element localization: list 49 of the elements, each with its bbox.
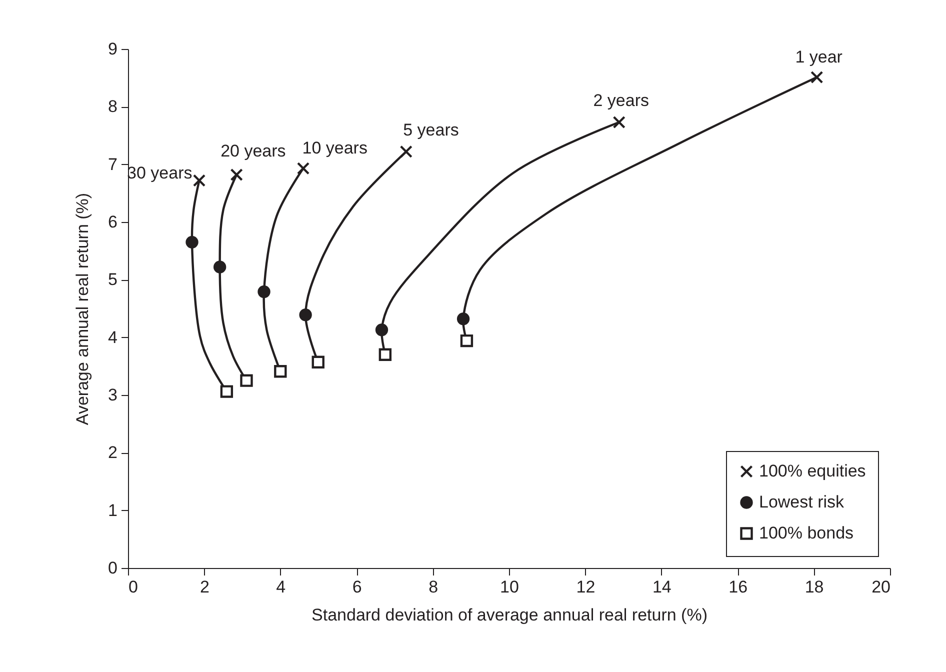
- x-tick-label: 0: [128, 578, 138, 596]
- legend-label: 100% bonds: [759, 524, 854, 542]
- x-tick-label: 10: [500, 578, 519, 596]
- y-tick-label: 6: [108, 212, 118, 232]
- y-tick-label: 4: [108, 328, 118, 347]
- y-tick-label: 5: [108, 270, 118, 290]
- x-tick-label: 18: [804, 578, 824, 596]
- point: [312, 356, 324, 368]
- series-label: 1 year: [795, 47, 843, 66]
- x-tick-label: 16: [728, 578, 748, 596]
- point: [378, 348, 392, 361]
- point: [186, 236, 198, 249]
- series-label: 2 years: [593, 91, 649, 110]
- x-tick-label: 12: [576, 578, 596, 596]
- point: [296, 162, 310, 175]
- series-label: 5 years: [403, 120, 459, 140]
- point: [456, 312, 470, 326]
- y-axis-title: Average annual real return (%): [73, 192, 92, 426]
- y-tick-label: 8: [108, 97, 118, 116]
- y-tick-label: 0: [108, 558, 118, 578]
- y-tick-label: 9: [108, 40, 118, 58]
- y-tick-label: 7: [108, 154, 118, 174]
- point: [213, 260, 226, 274]
- series-label: 20 years: [220, 142, 286, 161]
- x-axis-title: Standard deviation of average annual real return (%): [312, 606, 708, 624]
- x-tick-label: 6: [352, 578, 362, 596]
- x-tick-label: 2: [200, 578, 210, 596]
- y-tick-label: 3: [108, 386, 118, 404]
- point: [400, 145, 412, 158]
- point: [258, 285, 270, 298]
- point: [375, 324, 388, 336]
- point: [274, 365, 287, 378]
- point: [220, 385, 234, 398]
- legend-label: Lowest risk: [759, 492, 845, 512]
- x-tick-label: 20: [872, 578, 890, 596]
- point: [612, 116, 626, 129]
- point: [192, 174, 206, 187]
- series-label: 10 years: [302, 138, 368, 158]
- point: [299, 308, 312, 322]
- point: [460, 334, 474, 348]
- point: [240, 374, 253, 387]
- x-tick-label: 4: [276, 578, 286, 596]
- y-tick-label: 2: [108, 443, 118, 462]
- point: [810, 70, 824, 84]
- y-tick-label: 1: [108, 500, 118, 520]
- point: [230, 168, 243, 182]
- legend-label: 100% equities: [759, 462, 866, 480]
- x-tick-label: 14: [652, 578, 672, 596]
- x-tick-label: 8: [428, 578, 438, 596]
